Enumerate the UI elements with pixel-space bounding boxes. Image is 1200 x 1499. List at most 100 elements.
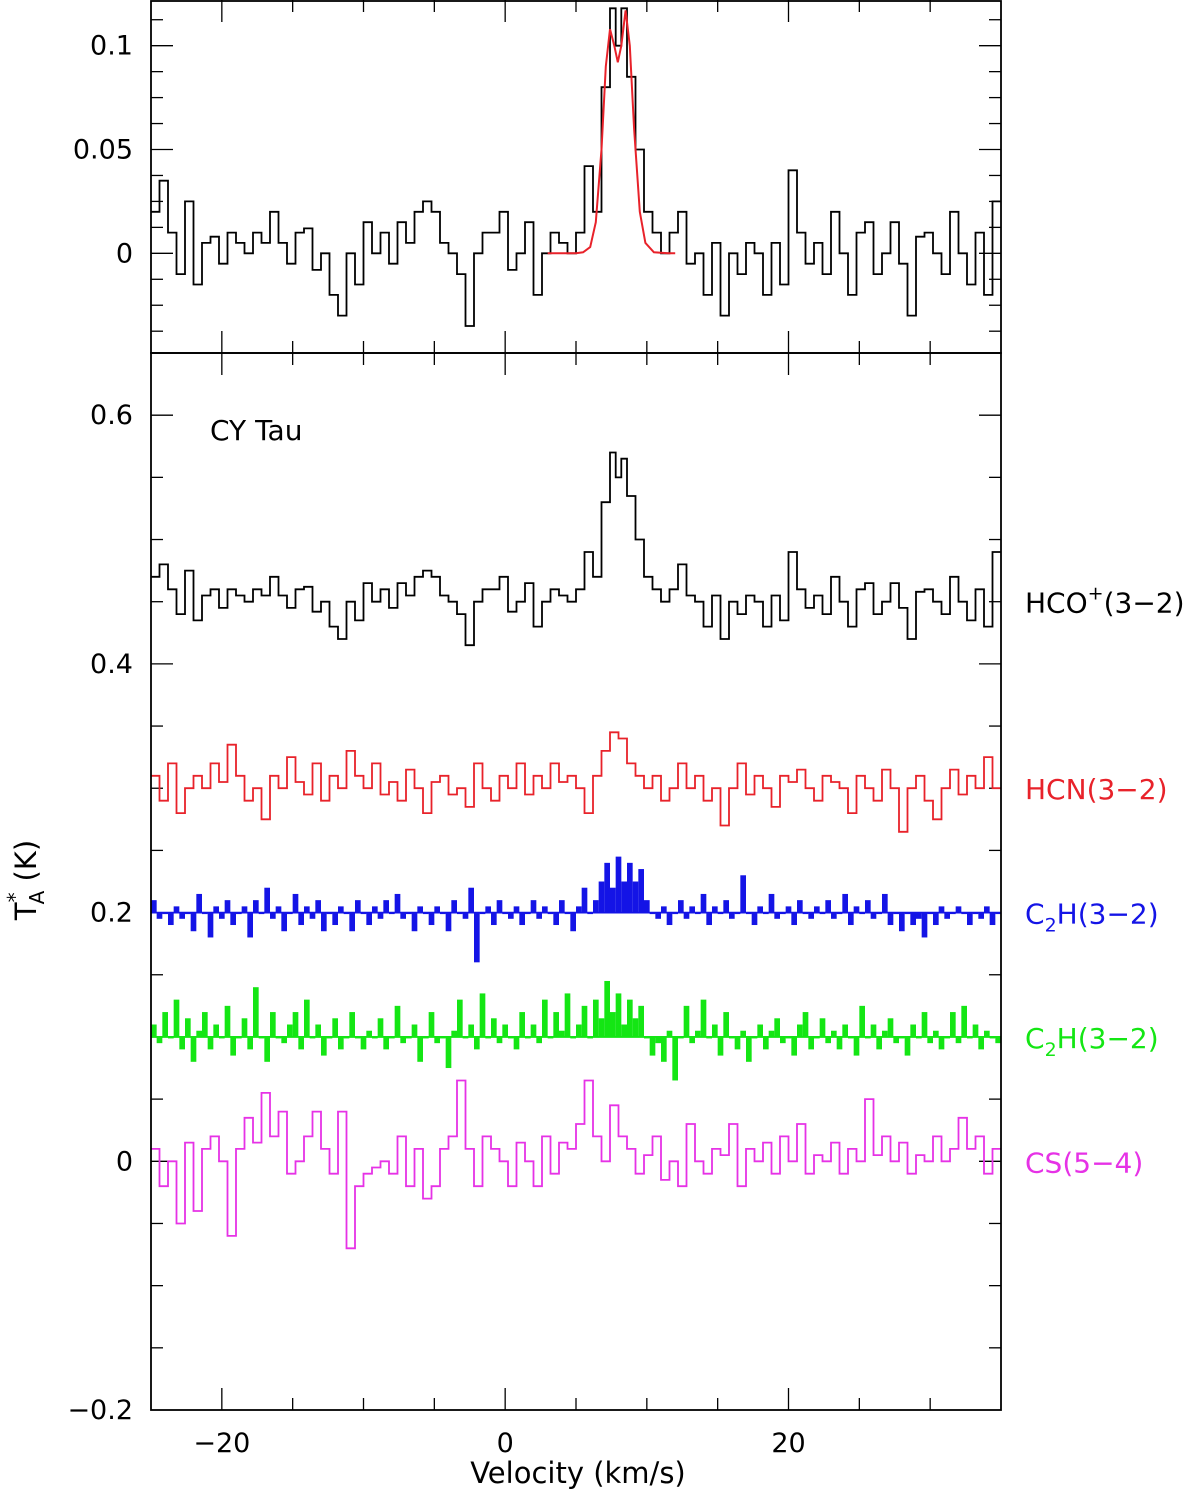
spectrum-bar [287, 1024, 293, 1037]
spectrum-bar [797, 1024, 803, 1037]
spectrum-bar [717, 1036, 724, 1056]
spectrum-bar [938, 1036, 945, 1050]
spectrum-bar [491, 912, 497, 926]
spectrum-bar [445, 912, 452, 932]
spectrum-bar [695, 1030, 701, 1037]
spectrum-bar [411, 912, 418, 932]
spectrum-bar [933, 1030, 939, 1037]
spectrum-bar [230, 1036, 236, 1056]
spectrum-bar [967, 912, 973, 926]
spectrum-bar [825, 900, 831, 913]
spectrum-bar [474, 912, 480, 963]
spectrum-bar [298, 912, 304, 926]
spectrum-bar [559, 900, 565, 913]
spectrum-bar [355, 900, 361, 913]
series-hcn-1 [151, 731, 1001, 833]
spectrum-bar [621, 1024, 627, 1037]
spectrum-bar [321, 1036, 327, 1056]
spectrum-bar [179, 912, 185, 919]
spectrum-bar [740, 875, 746, 913]
spectrum-bar [151, 900, 157, 913]
spectrum-bar [610, 1012, 616, 1037]
spectrum-bar [938, 906, 945, 913]
spectrum-bar [666, 912, 673, 926]
spectrum-bar [377, 1018, 384, 1037]
spectrum-bar [247, 1036, 253, 1050]
spectrum-bar [627, 862, 633, 913]
spectrum-bar [383, 1036, 389, 1050]
spectrum-bar [661, 1036, 667, 1062]
spectrum-bar [173, 999, 180, 1037]
spectrum-bar [530, 900, 537, 913]
spectrum-bar [491, 1018, 497, 1037]
spectrum-bar [984, 906, 990, 913]
spectrum-bar [321, 912, 327, 932]
spectrum-bar [978, 1036, 984, 1050]
spectrum-bar [564, 993, 571, 1037]
y-tick-label: 0 [116, 238, 133, 269]
spectrum-bar [723, 1012, 729, 1037]
spectrum-bar [802, 1012, 809, 1037]
spectrum-bar [683, 912, 690, 919]
panel-frame [150, 352, 1002, 1411]
spectrum-bar [746, 1036, 752, 1062]
series-label: CS(5−4) [1025, 1146, 1143, 1179]
spectrum-bar [468, 1024, 474, 1037]
spectrum-bar [808, 912, 814, 919]
spectrum-bar [434, 906, 440, 913]
spectrum-bar [593, 900, 599, 913]
spectrum-bar [275, 906, 282, 913]
spectrum-bar [536, 1036, 542, 1044]
spectrum-bar [542, 999, 548, 1037]
series-label: C2H(3−2) [1025, 898, 1159, 937]
spectrum-bar [264, 1036, 270, 1062]
spectrum-bar [349, 912, 355, 932]
spectrum-bar [740, 1030, 746, 1037]
spectrum-bar [950, 1012, 956, 1037]
y-tick-label: 0.2 [90, 898, 133, 929]
spectrum-bar [496, 900, 503, 913]
spectrum-bar [338, 906, 344, 913]
spectrum-bar [445, 1036, 452, 1069]
spectrum-bar [315, 1024, 321, 1037]
spectrum-bar [882, 893, 888, 913]
spectrum-bar [519, 1012, 525, 1037]
spectrum-bar [207, 1036, 214, 1050]
spectrum-bar [530, 1024, 537, 1037]
spectrum-bar [933, 912, 939, 926]
series-line-0 [151, 7, 1001, 327]
spectrum-bar [309, 912, 316, 919]
spectrum-bar [683, 1005, 690, 1037]
x-tick-label: −20 [193, 1428, 250, 1459]
spectrum-bar [859, 1005, 865, 1037]
spectrum-bar [865, 900, 871, 913]
spectrum-bar [927, 1036, 933, 1044]
spectrum-bar [791, 1036, 797, 1056]
spectrum-bar [627, 999, 633, 1037]
spectrum-bar [989, 912, 996, 926]
spectrum-bar [598, 881, 605, 913]
spectrum-bar [264, 887, 270, 913]
series-c-2 [151, 856, 1001, 963]
spectrum-bar [785, 906, 792, 913]
spectrum-bar [366, 912, 372, 926]
spectrum-bar [162, 1012, 168, 1037]
spectrum-bar [156, 1036, 163, 1044]
spectrum-bar [955, 906, 962, 913]
series-c-3 [151, 980, 1001, 1081]
spectrum-bar [768, 893, 775, 913]
spectrum-bar [870, 1024, 877, 1037]
spectrum-bar [332, 912, 338, 926]
svg-text:T*A (K): T*A (K) [3, 840, 49, 921]
spectrum-bar [253, 987, 259, 1037]
spectrum-bar [689, 1036, 695, 1044]
spectrum-bar [219, 912, 225, 919]
y-axis-label-sub: A [25, 890, 49, 904]
spectrum-bar [230, 912, 236, 926]
spectrum-bar [281, 912, 287, 932]
spectrum-bar [921, 1012, 928, 1037]
spectrum-bar [247, 912, 253, 938]
spectrum-bar [377, 912, 384, 919]
spectrum-bar [304, 999, 310, 1037]
